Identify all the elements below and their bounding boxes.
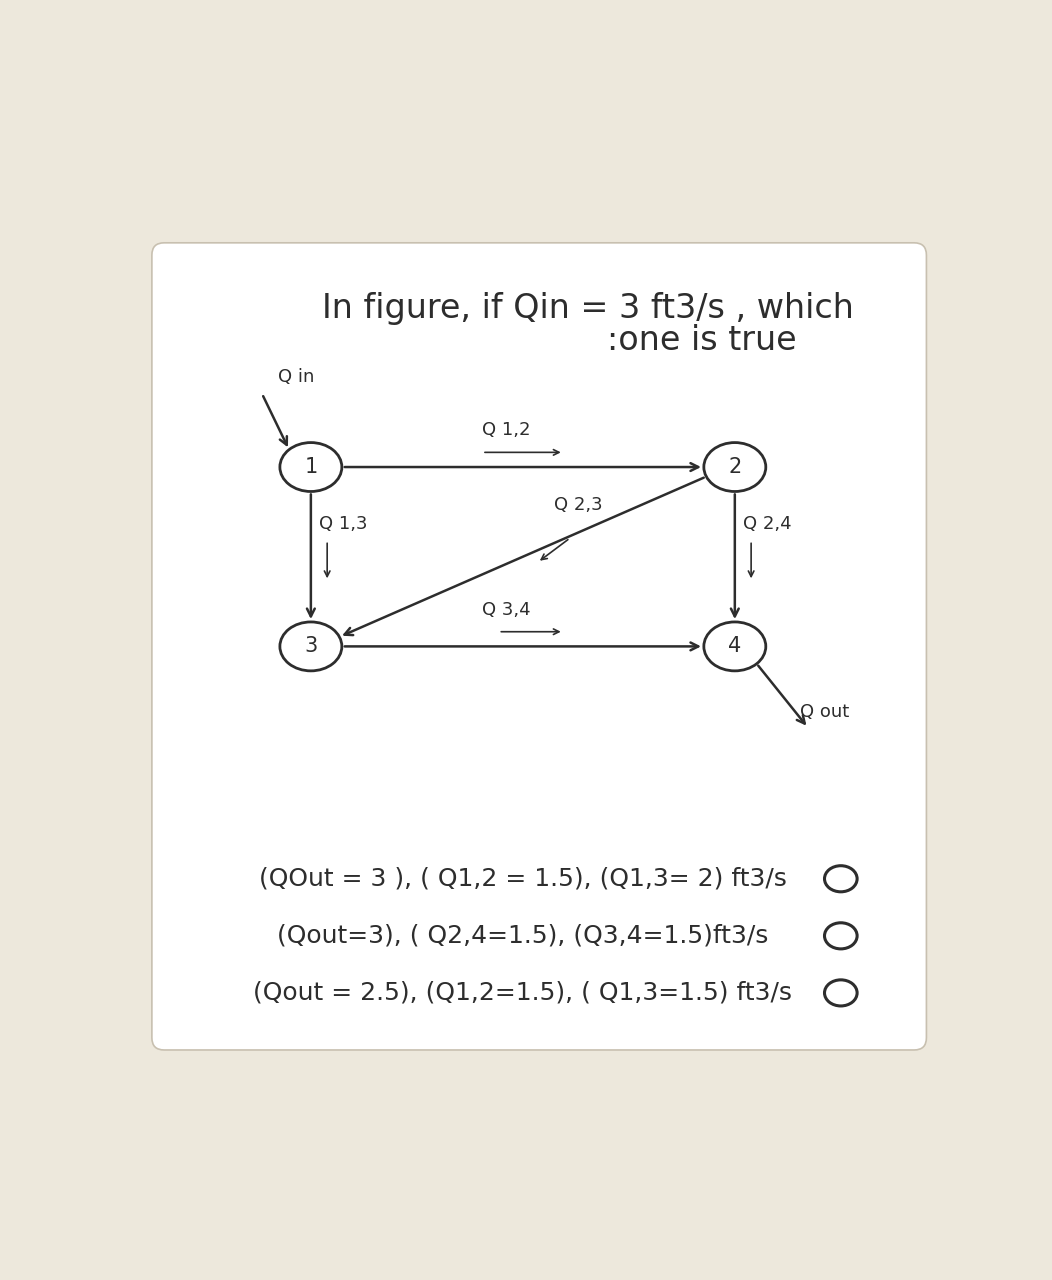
Ellipse shape [825, 923, 857, 948]
Ellipse shape [704, 622, 766, 671]
FancyBboxPatch shape [151, 243, 927, 1050]
Text: In figure, if Qin = 3 ft3/s , which: In figure, if Qin = 3 ft3/s , which [322, 292, 854, 325]
Text: (Qout = 2.5), (Q1,2=1.5), ( Q1,3=1.5) ft3/s: (Qout = 2.5), (Q1,2=1.5), ( Q1,3=1.5) ft… [254, 980, 792, 1005]
Ellipse shape [825, 865, 857, 892]
Text: Q 2,4: Q 2,4 [743, 515, 791, 532]
Text: 3: 3 [304, 636, 318, 657]
Ellipse shape [280, 622, 342, 671]
Ellipse shape [825, 980, 857, 1006]
Text: Q 1,3: Q 1,3 [319, 515, 367, 532]
Text: 4: 4 [728, 636, 742, 657]
Text: 2: 2 [728, 457, 742, 477]
Ellipse shape [280, 443, 342, 492]
Text: (Qout=3), ( Q2,4=1.5), (Q3,4=1.5)ft3/s: (Qout=3), ( Q2,4=1.5), (Q3,4=1.5)ft3/s [277, 924, 769, 947]
Ellipse shape [704, 443, 766, 492]
Text: Q 2,3: Q 2,3 [553, 497, 603, 515]
Text: Q 1,2: Q 1,2 [482, 421, 530, 439]
Text: Q 3,4: Q 3,4 [482, 600, 530, 618]
Text: Q in: Q in [278, 367, 315, 385]
Text: 1: 1 [304, 457, 318, 477]
Text: Q out: Q out [801, 704, 849, 722]
Text: (QOut = 3 ), ( Q1,2 = 1.5), (Q1,3= 2) ft3/s: (QOut = 3 ), ( Q1,2 = 1.5), (Q1,3= 2) ft… [259, 867, 787, 891]
Text: :one is true: :one is true [607, 324, 797, 357]
